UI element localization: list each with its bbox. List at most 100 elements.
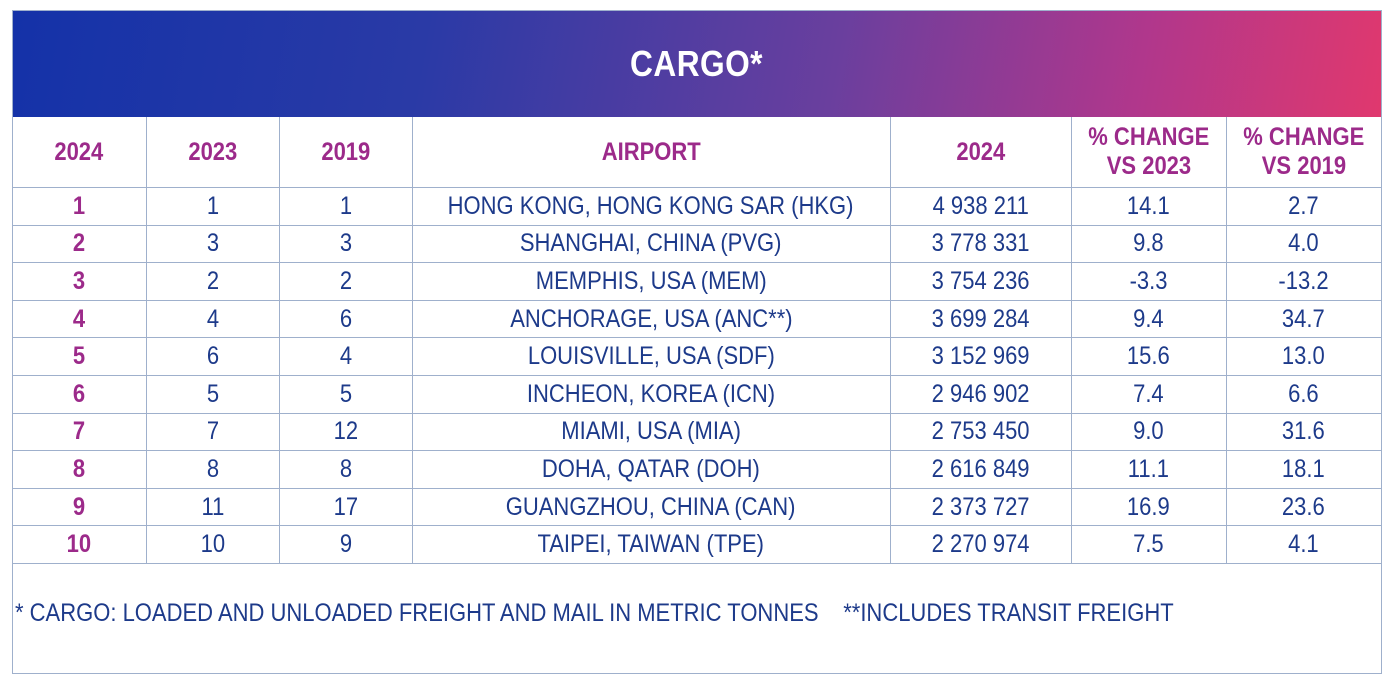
rank-2019-cell: 17 (278, 487, 413, 527)
change-vs-2019-cell: 4.1 (1225, 525, 1381, 564)
rank-2019-cell-text: 12 (333, 417, 358, 446)
change-vs-2023-cell: 9.8 (1070, 224, 1227, 264)
rank-2023-header-line1: 2023 (188, 137, 237, 166)
tonnes-2024-cell: 4 938 211 (889, 187, 1072, 226)
tonnes-2024-cell-text: 2 946 902 (931, 379, 1030, 408)
rank-2019-cell: 5 (278, 374, 413, 414)
rank-2024-cell-text: 5 (73, 342, 86, 371)
rank-2023-cell-text: 8 (206, 454, 219, 483)
rank-2023-cell: 2 (145, 262, 280, 301)
change-vs-2019-cell-text: 4.1 (1288, 530, 1320, 559)
change-vs-2019-cell-text: 31.6 (1282, 417, 1326, 446)
change-vs-2023-cell-text: 11.1 (1127, 454, 1170, 483)
rank-2023-header: 2023 (145, 117, 280, 188)
rank-2019-cell: 6 (278, 299, 413, 339)
rank-2024-cell-text: 10 (67, 530, 92, 559)
change-vs-2023-cell-text: 15.6 (1127, 342, 1170, 371)
table-row: 10 10 9 TAIPEI, TAIWAN (TPE) 2 270 974 7.5 4.1 (13, 525, 1381, 564)
rank-2023-cell: 8 (145, 450, 280, 489)
rank-2024-cell-text: 3 (73, 266, 86, 295)
tonnes-2024-cell-text: 3 699 284 (931, 304, 1030, 333)
rank-2024-cell: 1 (13, 187, 147, 226)
change-vs-2019-cell: 2.7 (1225, 187, 1381, 226)
change-vs-2019-header-line2: VS 2019 (1261, 152, 1346, 180)
airport-cell: MEMPHIS, USA (MEM) (411, 262, 891, 301)
rank-2023-cell-text: 2 (206, 266, 219, 295)
rank-2024-cell: 6 (13, 374, 147, 414)
rank-2024-cell: 9 (13, 487, 147, 527)
change-vs-2019-cell: 31.6 (1225, 412, 1381, 452)
rank-2019-cell: 2 (278, 262, 413, 301)
table-row: 7 7 12 MIAMI, USA (MIA) 2 753 450 9.0 31.6 (13, 412, 1381, 452)
rank-2024-cell-text: 8 (73, 454, 86, 483)
rank-2019-cell-text: 8 (339, 454, 352, 483)
rank-2023-cell-text: 7 (206, 417, 219, 446)
cargo-ranking-table: 2024 2023 2019 AIRPORT 2024% CHANGE VS 2023% … (13, 117, 1381, 564)
rank-2019-cell-text: 1 (339, 191, 352, 220)
change-vs-2019-cell-text: -13.2 (1278, 266, 1329, 295)
tonnes-2024-header-line1: 2024 (956, 137, 1005, 166)
rank-2019-cell-text: 6 (339, 304, 352, 333)
rank-2019-cell-text: 2 (339, 266, 352, 295)
airport-header-line1: AIRPORT (601, 137, 701, 166)
table-row: 1 1 1 HONG KONG, HONG KONG SAR (HKG) 4 938 2… (13, 187, 1381, 226)
change-vs-2023-cell-text: 9.0 (1133, 417, 1164, 446)
tonnes-2024-cell-text: 2 373 727 (931, 492, 1030, 521)
rank-2024-cell: 3 (13, 262, 147, 301)
tonnes-2024-cell-text: 3 754 236 (931, 266, 1030, 295)
rank-2023-cell-text: 1 (206, 191, 219, 220)
change-vs-2019-header: % CHANGE VS 2019 (1225, 117, 1381, 188)
panel-title: CARGO* (630, 43, 764, 84)
airport-cell-text: TAIPEI, TAIWAN (TPE) (537, 530, 765, 559)
rank-2019-cell: 1 (278, 187, 413, 226)
tonnes-2024-cell: 3 152 969 (889, 337, 1072, 376)
tonnes-2024-cell: 2 616 849 (889, 450, 1072, 489)
tonnes-2024-header: 2024 (889, 117, 1072, 188)
airport-cell: ANCHORAGE, USA (ANC**) (411, 299, 891, 339)
change-vs-2019-cell-text: 13.0 (1282, 342, 1326, 371)
change-vs-2023-cell: 9.4 (1070, 299, 1227, 339)
airport-cell: GUANGZHOU, CHINA (CAN) (411, 487, 891, 527)
tonnes-2024-cell: 3 778 331 (889, 224, 1072, 264)
rank-2023-cell: 7 (145, 412, 280, 452)
change-vs-2019-cell-text: 34.7 (1282, 304, 1326, 333)
footnote-transit: **INCLUDES TRANSIT FREIGHT (843, 599, 1174, 627)
change-vs-2019-cell: 4.0 (1225, 224, 1381, 264)
change-vs-2019-cell: 6.6 (1225, 374, 1381, 414)
change-vs-2023-header-line1: % CHANGE (1087, 123, 1209, 151)
tonnes-2024-cell-text: 4 938 211 (932, 191, 1029, 220)
change-vs-2019-cell-text: 4.0 (1288, 229, 1320, 258)
rank-2019-cell: 4 (278, 337, 413, 376)
rank-2024-cell: 4 (13, 299, 147, 339)
change-vs-2023-cell-text: 16.9 (1127, 492, 1170, 521)
tonnes-2024-cell: 3 699 284 (889, 299, 1072, 339)
rank-2024-cell: 5 (13, 337, 147, 376)
tonnes-2024-cell-text: 3 778 331 (931, 229, 1030, 258)
airport-cell-text: GUANGZHOU, CHINA (CAN) (506, 492, 796, 521)
table-row: 2 3 3 SHANGHAI, CHINA (PVG) 3 778 331 9.8 4.0 (13, 224, 1381, 264)
rank-2024-cell-text: 9 (73, 492, 86, 521)
rank-2023-cell-text: 10 (200, 530, 225, 559)
rank-2023-cell-text: 5 (206, 379, 219, 408)
table-row: 4 4 6 ANCHORAGE, USA (ANC**) 3 699 284 9.4 34.… (13, 299, 1381, 339)
airport-cell: LOUISVILLE, USA (SDF) (411, 337, 891, 376)
change-vs-2019-cell-text: 23.6 (1282, 492, 1326, 521)
table-row: 5 6 4 LOUISVILLE, USA (SDF) 3 152 969 15.6 13.… (13, 337, 1381, 376)
rank-2023-cell: 11 (145, 487, 280, 527)
airport-cell-text: DOHA, QATAR (DOH) (542, 454, 760, 483)
airport-cell: INCHEON, KOREA (ICN) (411, 374, 891, 414)
table-row: 3 2 2 MEMPHIS, USA (MEM) 3 754 236 -3.3 -13.2 (13, 262, 1381, 301)
airport-cell-text: HONG KONG, HONG KONG SAR (HKG) (448, 191, 854, 220)
airport-cell-text: MEMPHIS, USA (MEM) (535, 266, 767, 295)
change-vs-2023-header-line2: VS 2023 (1106, 152, 1191, 180)
tonnes-2024-cell: 2 946 902 (889, 374, 1072, 414)
rank-2019-cell: 12 (278, 412, 413, 452)
change-vs-2023-cell-text: 7.4 (1133, 379, 1164, 408)
tonnes-2024-cell-text: 2 616 849 (931, 454, 1030, 483)
change-vs-2023-cell: 11.1 (1070, 450, 1227, 489)
change-vs-2023-cell: 14.1 (1070, 187, 1227, 226)
change-vs-2019-cell-text: 6.6 (1288, 379, 1320, 408)
rank-2019-header-line1: 2019 (321, 137, 370, 166)
rank-2024-cell: 8 (13, 450, 147, 489)
rank-2019-header: 2019 (278, 117, 413, 188)
